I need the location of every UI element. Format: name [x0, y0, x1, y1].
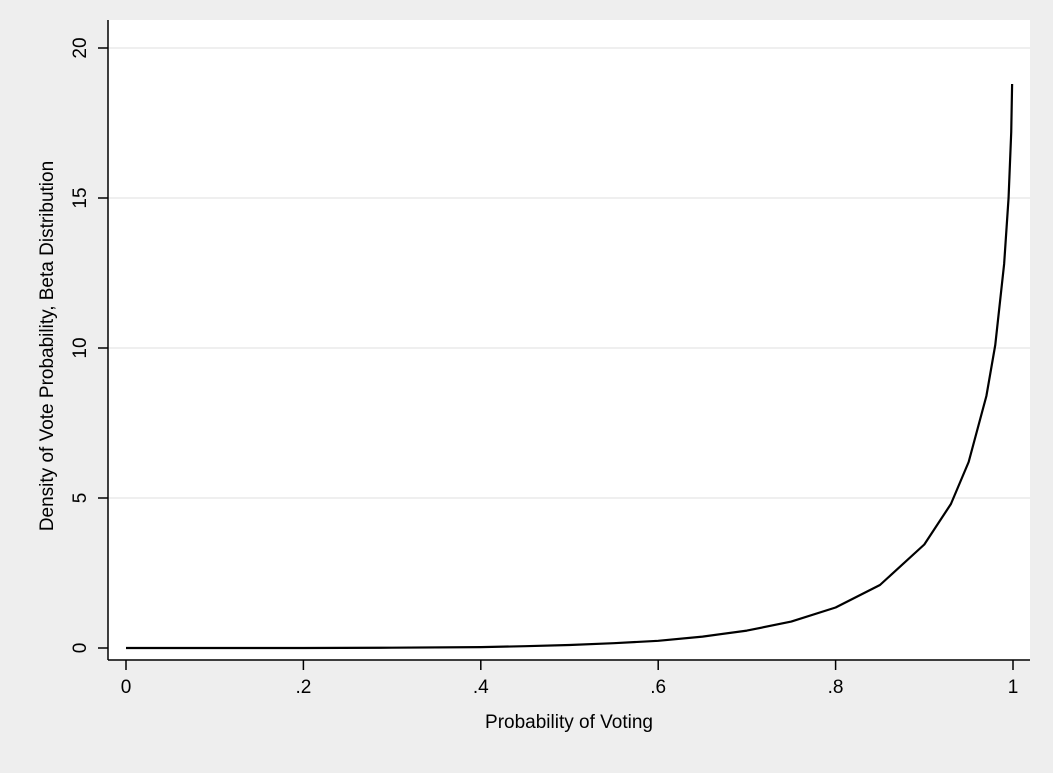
- y-tick-label: 15: [70, 187, 91, 208]
- y-tick-label: 0: [70, 643, 91, 654]
- plot-area: [108, 20, 1030, 660]
- y-axis-title: Density of Vote Probability, Beta Distri…: [37, 161, 58, 531]
- x-tick-label: .2: [295, 677, 311, 698]
- y-tick-label: 20: [70, 37, 91, 58]
- y-tick-label: 5: [70, 493, 91, 504]
- x-tick-label: 1: [1008, 677, 1019, 698]
- series-layer: [126, 83, 1014, 650]
- x-tick-label: .8: [828, 677, 844, 698]
- series-line: [126, 83, 1014, 650]
- x-tick-label: .4: [473, 677, 489, 698]
- x-tick-label: .6: [650, 677, 666, 698]
- x-tick-label: 0: [121, 677, 132, 698]
- y-tick-label: 10: [70, 337, 91, 358]
- axes: [107, 20, 1030, 661]
- tick-marks: 0 5 10 15 20 0 .2 .4 .6 .8 1: [70, 37, 1018, 698]
- x-axis-title: Probability of Voting: [485, 712, 653, 733]
- gridlines: [108, 47, 1030, 499]
